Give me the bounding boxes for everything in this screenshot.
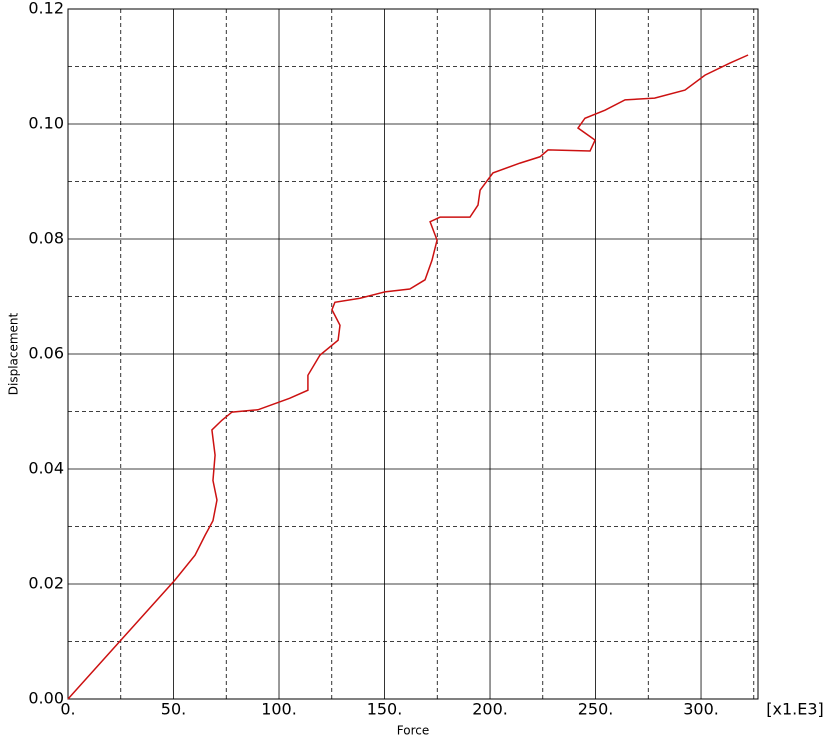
y-tick-label: 0.02 bbox=[28, 574, 64, 593]
plot-frame bbox=[67, 8, 759, 700]
x-tick-label: 150. bbox=[367, 700, 403, 719]
y-tick-label: 0.04 bbox=[28, 459, 64, 478]
y-tick-label: 0.06 bbox=[28, 344, 64, 363]
y-tick-label: 0.08 bbox=[28, 229, 64, 248]
y-tick-label: 0.12 bbox=[28, 0, 64, 18]
x-tick-label: 250. bbox=[578, 700, 614, 719]
y-tick-label: 0.10 bbox=[28, 114, 64, 133]
x-multiplier: [x1.E3] bbox=[766, 700, 824, 719]
data-line bbox=[67, 54, 749, 700]
y-tick-label: 0.00 bbox=[28, 689, 64, 708]
x-tick-label: 0. bbox=[60, 700, 75, 719]
x-tick-label: 300. bbox=[683, 700, 719, 719]
x-tick-label: 200. bbox=[472, 700, 508, 719]
x-tick-label: 100. bbox=[261, 700, 297, 719]
y-axis-label: Displacement bbox=[7, 312, 21, 395]
x-tick-label: 50. bbox=[161, 700, 186, 719]
x-axis-label: Force bbox=[397, 724, 429, 738]
